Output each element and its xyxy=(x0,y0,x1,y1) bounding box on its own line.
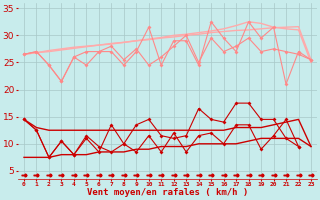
X-axis label: Vent moyen/en rafales ( km/h ): Vent moyen/en rafales ( km/h ) xyxy=(87,188,248,197)
